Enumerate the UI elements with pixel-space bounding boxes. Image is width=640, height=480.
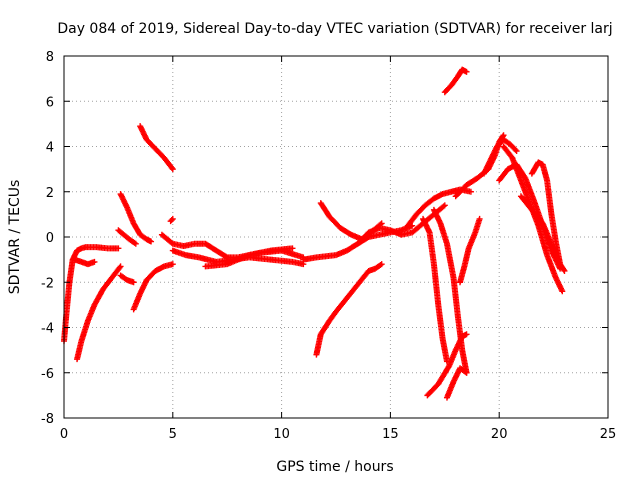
data-point-marker [440,203,447,210]
y-axis-label: SDTVAR / TECUs [7,180,23,295]
series-s9 [167,215,176,225]
series-s8 [137,123,176,173]
data-point-marker [476,215,483,222]
x-tick-label: 0 [60,427,68,442]
data-point-marker [116,264,123,271]
x-axis-label: GPS time / hours [276,459,393,475]
y-tick-label: -8 [41,412,54,427]
series-s18 [420,215,450,365]
series-s26 [500,143,566,295]
x-tick-label: 15 [382,427,399,442]
series-s14 [313,261,385,358]
data-point-marker [441,202,448,209]
data-point-marker [168,164,175,171]
data-point-marker [130,279,137,286]
series-s4 [117,191,155,245]
plot-frame [63,55,609,419]
series-s22 [441,66,470,96]
chart-title: Day 084 of 2019, Sidereal Day-to-day VTE… [57,21,612,37]
y-tick-labels: -8 -6 -4 -2 0 2 4 6 8 [41,50,54,427]
data-point-marker [148,238,155,245]
x-tick-label: 25 [600,427,617,442]
y-tick-label: 2 [46,186,54,201]
series-s7 [130,261,176,313]
data-point-marker [512,146,519,153]
data-point-marker [91,258,98,265]
y-tick-label: 4 [46,141,54,156]
y-tick-label: 6 [46,95,54,110]
data-point-marker [559,288,566,295]
grid-lines [64,56,608,418]
series-s28 [528,159,568,274]
series-s12 [202,245,296,270]
data-point-marker [289,245,296,252]
y-tick-label: 8 [46,50,54,65]
data-point-marker [169,215,176,222]
y-tick-label: -4 [41,322,54,337]
data-point-marker [168,217,175,224]
data-point-marker [169,166,176,173]
data-point-marker [554,256,561,263]
data-point-marker [117,263,124,270]
series-s21 [443,365,470,401]
series-s20 [424,331,470,399]
x-tick-label: 20 [491,427,508,442]
data-point-marker [467,188,474,195]
data-point-marker [513,148,520,155]
data-point-marker [463,369,470,376]
y-tick-label: -6 [41,367,54,382]
y-tick-label: 0 [46,231,54,246]
x-tick-labels: 0 5 10 15 20 25 [60,427,616,442]
data-point-marker [463,331,470,338]
series-s6 [117,272,137,286]
x-tick-label: 10 [273,427,290,442]
series-s29 [517,193,561,263]
data-point-marker [560,266,567,273]
series-s5 [115,227,139,247]
series-s23 [457,215,483,286]
data-point-marker [378,261,385,268]
series-s3 [71,256,98,268]
data-point-marker [463,68,470,75]
data-point-marker [561,267,568,274]
series-s25 [480,136,520,177]
data-point-marker [169,261,176,268]
data-point-marker [115,245,122,252]
data-point-marker [132,240,139,247]
y-tick-label: -2 [41,276,54,291]
series-s2 [74,263,124,363]
data-points [61,66,568,401]
x-tick-label: 5 [169,427,177,442]
